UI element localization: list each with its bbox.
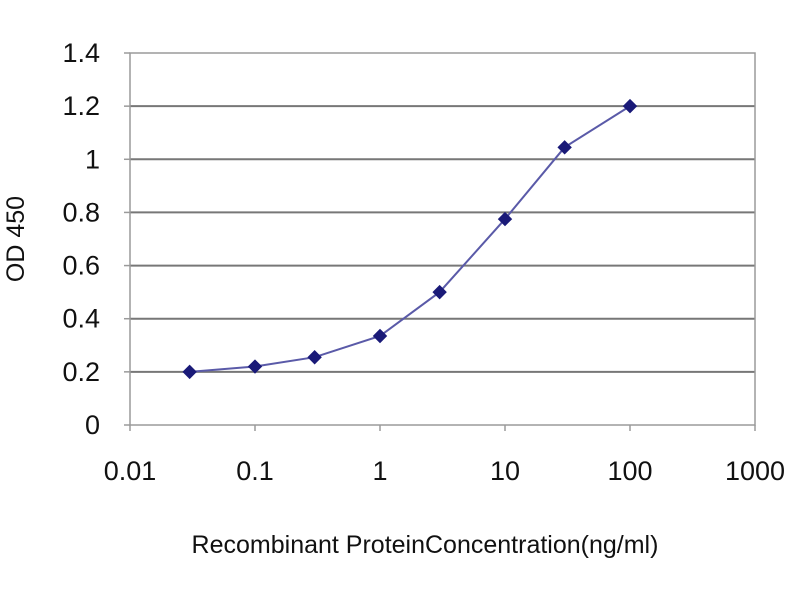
x-axis-title: Recombinant ProteinConcentration(ng/ml) [192,531,659,559]
y-axis-ticks: 0 0.2 0.4 0.6 0.8 1 1.2 1.4 [62,38,130,440]
x-tick-label: 10 [490,456,520,486]
y-axis-title: OD 450 [2,196,30,282]
x-tick-label: 1 [372,456,387,486]
x-axis-ticks: 0.01 0.1 1 10 100 1000 [104,425,785,486]
data-point [497,211,513,227]
gridlines [130,105,755,373]
data-point [622,98,638,114]
data-point [432,284,447,300]
x-tick-label: 0.1 [236,456,274,486]
data-points [182,98,638,380]
y-tick-label: 1 [85,144,100,174]
data-point [307,350,322,365]
plot-area-frame [129,52,756,426]
y-tick-label: 0.6 [62,251,100,281]
data-point [372,328,388,344]
y-tick-label: 0.4 [62,304,100,334]
y-tick-label: 0.2 [62,357,100,387]
data-point [247,359,263,374]
x-tick-label: 1000 [725,456,785,486]
series-line [189,105,631,373]
y-tick-label: 1.2 [62,91,100,121]
x-tick-label: 0.01 [104,456,157,486]
data-point [182,364,197,380]
data-point [557,140,572,155]
y-tick-label: 1.4 [62,38,100,68]
y-tick-label: 0.8 [62,197,100,227]
y-tick-label: 0 [85,410,100,440]
x-tick-label: 100 [607,456,652,486]
